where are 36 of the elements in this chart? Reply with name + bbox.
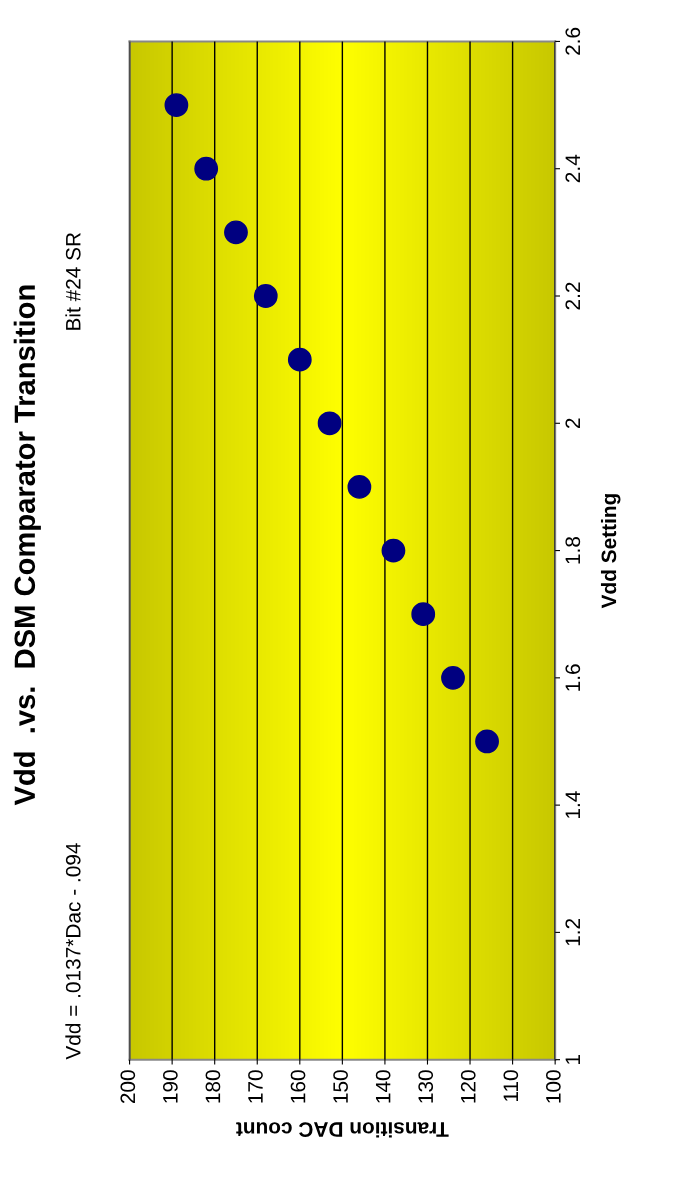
y-tick-label: 2.4 <box>565 154 580 183</box>
y-tick-label: 1.4 <box>565 791 580 819</box>
x-tick-label: 100 <box>545 1070 561 1103</box>
point <box>164 93 189 117</box>
text: Vdd .vs. DSM Comparator Transition <box>13 285 41 806</box>
x-tick-label: 150 <box>333 1070 348 1103</box>
y-tick-label: 1 <box>565 1054 580 1064</box>
text: Vdd = .0137*Dac - .094 <box>65 843 81 1060</box>
x-axis-title: Transition DAC count <box>236 1122 449 1138</box>
point <box>441 665 465 690</box>
point <box>224 220 248 245</box>
point <box>411 602 436 627</box>
point <box>287 347 312 372</box>
point <box>381 538 406 563</box>
x-tick-label: 180 <box>205 1070 221 1103</box>
y-tick-label: 2.2 <box>565 282 580 310</box>
x-tick-label: 170 <box>248 1070 263 1103</box>
point <box>253 284 278 308</box>
y-tick-label: 2.6 <box>565 27 581 55</box>
x-tick-label: 120 <box>460 1070 476 1103</box>
x-tick-label: 200 <box>120 1070 136 1104</box>
x-tick-label: 160 <box>290 1070 306 1103</box>
text: Bit #24 SR <box>65 232 81 330</box>
x-tick-label: 140 <box>375 1070 391 1103</box>
point <box>475 729 499 754</box>
x-tick-label: 190 <box>162 1070 178 1103</box>
point <box>194 156 219 181</box>
y-axis-title: Vdd Setting <box>600 494 621 609</box>
y-tick-label: 1.8 <box>565 536 581 564</box>
y-tick-label: 2 <box>565 418 580 429</box>
x-tick-label: 110 <box>503 1070 519 1102</box>
y-tick-label: 1.6 <box>565 664 581 691</box>
y-tick-label: 1.2 <box>565 918 580 946</box>
point <box>317 411 342 436</box>
point <box>347 475 372 499</box>
x-tick-label: 130 <box>418 1070 434 1103</box>
